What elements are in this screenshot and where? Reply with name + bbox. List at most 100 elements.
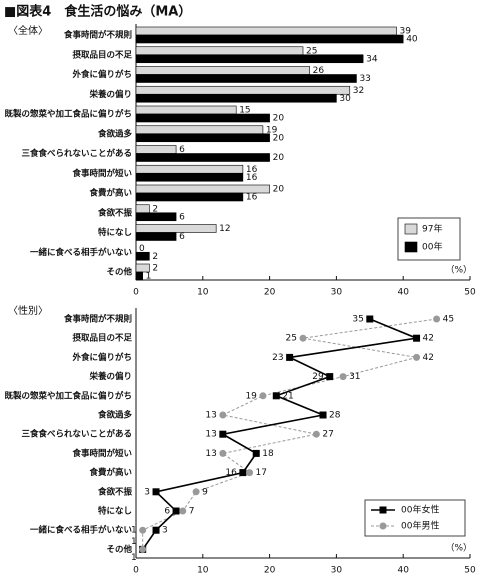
value-label: 9 — [202, 487, 208, 497]
value-label: 28 — [329, 411, 341, 421]
value-label: 23 — [272, 353, 283, 363]
value-label: 1 — [131, 553, 137, 563]
bar — [135, 232, 177, 241]
marker — [299, 334, 307, 342]
value-label: 13 — [205, 449, 216, 459]
category-label: 食欲不振 — [98, 486, 133, 497]
value-label: 27 — [322, 430, 333, 440]
value-label: 13 — [205, 430, 216, 440]
category-label: 食欲過多 — [98, 410, 133, 421]
legend-marker — [379, 506, 387, 514]
bar — [135, 204, 150, 214]
bar — [135, 192, 244, 202]
value-label: 25 — [306, 46, 317, 56]
marker — [326, 373, 334, 381]
value-label: 31 — [349, 372, 360, 382]
chart-title: ■図表4 食生活の悩み（MA） — [4, 4, 191, 20]
legend-label: 00年 — [422, 241, 442, 253]
bar — [135, 85, 351, 95]
marker — [319, 411, 327, 419]
x-tick-label: 10 — [197, 566, 209, 576]
value-label: 20 — [273, 133, 285, 143]
bar — [135, 54, 364, 64]
marker — [339, 373, 347, 381]
bar — [135, 66, 310, 75]
marker — [413, 334, 421, 342]
marker — [152, 488, 160, 496]
category-label: 既製の惣菜や加工食品に偏りがち — [4, 109, 132, 120]
category-label: 特になし — [98, 506, 132, 517]
bar — [135, 125, 264, 135]
legend-label: 00年男性 — [401, 520, 439, 532]
value-label: 20 — [273, 153, 285, 163]
bar — [135, 212, 177, 222]
x-tick-label: 10 — [197, 288, 209, 298]
value-label: 35 — [352, 315, 363, 325]
category-label: 特になし — [98, 227, 132, 238]
value-label: 7 — [189, 507, 195, 517]
marker — [239, 469, 247, 477]
value-label: 16 — [246, 193, 258, 203]
category-label: 食事時間が不規則 — [64, 314, 132, 325]
marker — [219, 430, 227, 438]
legend-label: 97年 — [422, 223, 442, 235]
marker — [246, 469, 254, 477]
panel-label: 〈全体〉 — [8, 24, 48, 37]
value-label: 16 — [246, 165, 258, 175]
value-label: 13 — [205, 411, 216, 421]
value-label: 39 — [400, 27, 412, 37]
bar — [135, 145, 177, 154]
category-label: 三食食べられないことがある — [21, 429, 132, 440]
marker — [286, 353, 294, 361]
marker — [139, 545, 147, 553]
bar — [135, 251, 150, 261]
bar — [135, 26, 397, 36]
legend-box — [364, 499, 466, 537]
value-label: 45 — [443, 315, 454, 325]
category-label: 食欲不振 — [98, 207, 133, 218]
value-label: 3 — [162, 526, 168, 536]
marker — [219, 449, 227, 457]
value-label: 40 — [406, 35, 418, 45]
value-label: 2 — [152, 204, 158, 214]
value-label: 32 — [353, 86, 364, 96]
marker — [139, 526, 147, 534]
marker — [219, 411, 227, 419]
bar — [135, 74, 357, 83]
value-label: 1 — [146, 272, 152, 282]
legend-label: 00年女性 — [401, 504, 439, 516]
bar — [135, 164, 244, 174]
x-tick-label: 30 — [331, 566, 343, 576]
x-tick-label: 20 — [264, 566, 276, 576]
value-label: 42 — [423, 334, 434, 344]
value-label: 2 — [152, 252, 158, 262]
marker — [259, 392, 267, 400]
bar — [135, 46, 304, 56]
category-label: 一緒に食べる相手がいない — [30, 247, 132, 258]
value-label: 1 — [131, 537, 137, 547]
bar — [135, 172, 244, 182]
category-label: 外食に偏りがち — [71, 352, 132, 363]
value-label: 19 — [266, 125, 278, 135]
value-label: 25 — [286, 334, 297, 344]
value-label: 29 — [312, 372, 324, 382]
value-label: 1 — [131, 526, 137, 536]
marker — [433, 315, 441, 323]
category-label: 食事時間が短い — [72, 448, 132, 459]
value-label: 20 — [273, 114, 285, 124]
category-label: 外食に偏りがち — [71, 69, 132, 80]
value-label: 6 — [164, 507, 170, 517]
category-label: 一緒に食べる相手がいない — [30, 525, 132, 536]
value-label: 26 — [313, 66, 325, 76]
bar — [135, 224, 217, 233]
unit-label: （%） — [445, 265, 472, 276]
x-tick-label: 50 — [464, 288, 476, 298]
value-label: 19 — [245, 391, 257, 401]
bar — [135, 153, 270, 162]
bar — [135, 93, 337, 103]
category-label: 摂取品目の不足 — [72, 49, 132, 60]
category-label: その他 — [106, 267, 132, 278]
legend-marker — [379, 522, 387, 530]
value-label: 33 — [359, 74, 370, 84]
